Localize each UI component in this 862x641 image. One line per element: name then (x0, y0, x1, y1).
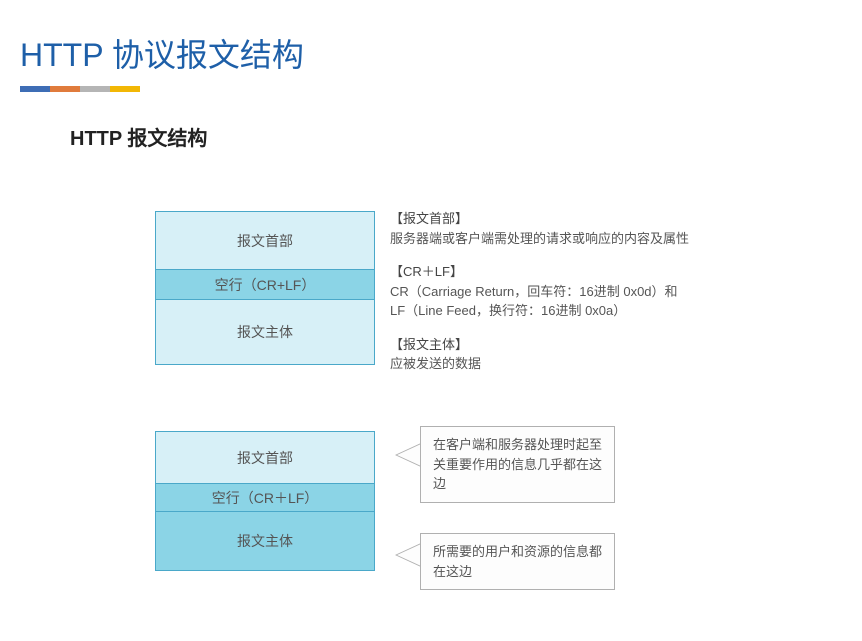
desc-header-label: 【报文首部】 (390, 209, 810, 229)
desc-header-text: 服务器端或客户端需处理的请求或响应的内容及属性 (390, 229, 810, 249)
message-structure-diagram-1: 报文首部 空行（CR+LF） 报文主体 (155, 211, 375, 365)
message-structure-diagram-2: 报文首部 空行（CR＋LF） 报文主体 (155, 431, 375, 571)
d2-crlf-row: 空行（CR＋LF） (156, 484, 374, 512)
section-subtitle: HTTP 报文结构 (70, 122, 862, 151)
d1-header-row: 报文首部 (156, 212, 374, 270)
desc-crlf-text1: CR（Carriage Return，回车符：16进制 0x0d）和 (390, 282, 810, 302)
underline-seg-3 (80, 86, 110, 92)
d2-header-row: 报文首部 (156, 432, 374, 484)
desc-body-text: 应被发送的数据 (390, 354, 810, 374)
desc-header-block: 【报文首部】 服务器端或客户端需处理的请求或响应的内容及属性 (390, 209, 810, 248)
title-underline (20, 86, 862, 92)
callout-header-info: 在客户端和服务器处理时起至关重要作用的信息几乎都在这边 (420, 426, 615, 503)
desc-body-label: 【报文主体】 (390, 335, 810, 355)
desc-body-block: 【报文主体】 应被发送的数据 (390, 335, 810, 374)
diagram1-descriptions: 【报文首部】 服务器端或客户端需处理的请求或响应的内容及属性 【CR＋LF】 C… (390, 209, 810, 388)
desc-crlf-label: 【CR＋LF】 (390, 262, 810, 282)
d1-crlf-row: 空行（CR+LF） (156, 270, 374, 300)
underline-seg-1 (20, 86, 50, 92)
callout-body-info: 所需要的用户和资源的信息都在这边 (420, 533, 615, 590)
desc-crlf-text2: LF（Line Feed，换行符：16进制 0x0a） (390, 301, 810, 321)
d2-body-row: 报文主体 (156, 512, 374, 570)
d1-body-row: 报文主体 (156, 300, 374, 364)
underline-seg-2 (50, 86, 80, 92)
page-title: HTTP 协议报文结构 (0, 0, 862, 86)
underline-seg-4 (110, 86, 140, 92)
desc-crlf-block: 【CR＋LF】 CR（Carriage Return，回车符：16进制 0x0d… (390, 262, 810, 321)
